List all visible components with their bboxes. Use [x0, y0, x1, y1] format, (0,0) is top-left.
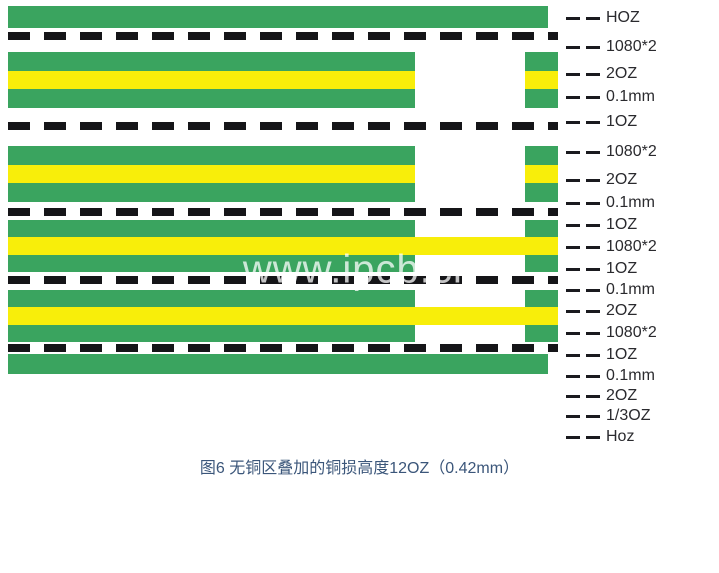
layer-label: 0.1mm — [566, 280, 719, 300]
copper-bottom — [8, 183, 558, 202]
layer-label-text: 1080*2 — [606, 238, 657, 256]
layer-label: 1OZ — [566, 108, 719, 136]
prepreg-layer — [8, 344, 558, 352]
layer-label-text: 2OZ — [606, 65, 637, 83]
stackup-diagram — [0, 0, 558, 448]
label-tick-icon — [566, 246, 600, 249]
layer-labels-column: HOZ 1080*2 2OZ 0.1mm 1OZ 1080*2 2OZ 0.1mm 1OZ 108… — [558, 0, 719, 448]
core-full-dielectric — [8, 290, 558, 342]
layer-label: HOZ — [566, 4, 719, 32]
layer-label-text: 1OZ — [606, 346, 637, 364]
layer-label-text: 2OZ — [606, 171, 637, 189]
layer-label: 1080*2 — [566, 32, 719, 62]
dielectric-core — [8, 165, 558, 184]
copper-top — [8, 52, 558, 71]
label-tick-icon — [566, 354, 600, 357]
prepreg-layer — [8, 208, 558, 216]
layer-label-text: 1080*2 — [606, 143, 657, 161]
copper-layer — [8, 354, 548, 374]
label-tick-icon — [566, 332, 600, 335]
label-tick-icon — [566, 121, 600, 124]
layer-label: 0.1mm — [566, 366, 719, 386]
layer-label: 2OZ — [566, 386, 719, 406]
layer-label-text: 2OZ — [606, 302, 637, 320]
label-tick-icon — [566, 375, 600, 378]
layer-label: Hoz — [566, 426, 719, 448]
layer-label-text: 0.1mm — [606, 88, 655, 106]
layer-label-text: 0.1mm — [606, 281, 655, 299]
label-tick-icon — [566, 395, 600, 398]
layer-label: 1080*2 — [566, 136, 719, 168]
copper-top — [8, 220, 558, 237]
label-tick-icon — [566, 46, 600, 49]
layer-label-text: 1OZ — [606, 113, 637, 131]
layer-label: 1OZ — [566, 214, 719, 236]
label-tick-icon — [566, 17, 600, 20]
layer-label-text: 1080*2 — [606, 38, 657, 56]
core-with-etched-copper — [8, 52, 558, 108]
layer-label: 0.1mm — [566, 192, 719, 214]
figure-caption: 图6 无铜区叠加的铜损高度12OZ（0.42mm） — [0, 454, 719, 478]
label-tick-icon — [566, 268, 600, 271]
label-tick-icon — [566, 310, 600, 313]
copper-top — [8, 146, 558, 165]
layer-label: 1080*2 — [566, 236, 719, 258]
label-tick-icon — [566, 73, 600, 76]
layer-label: 2OZ — [566, 168, 719, 192]
layer-label-text: 0.1mm — [606, 367, 655, 385]
prepreg-layer — [8, 32, 558, 40]
prepreg-layer — [8, 276, 558, 284]
prepreg-layer — [8, 122, 558, 130]
layer-label-text: 1OZ — [606, 260, 637, 278]
layer-label-text: 2OZ — [606, 387, 637, 405]
layer-label-text: 1/3OZ — [606, 407, 650, 425]
label-tick-icon — [566, 415, 600, 418]
dielectric-core — [8, 71, 558, 90]
layer-label: 1080*2 — [566, 322, 719, 344]
layer-label-text: HOZ — [606, 9, 640, 27]
label-tick-icon — [566, 179, 600, 182]
layer-label-text: 1080*2 — [606, 324, 657, 342]
label-tick-icon — [566, 202, 600, 205]
copper-top — [8, 290, 558, 307]
dielectric-core — [8, 307, 558, 324]
copper-bottom — [8, 89, 558, 108]
copper-layer — [8, 6, 548, 28]
layer-label: 1OZ — [566, 258, 719, 280]
label-tick-icon — [566, 289, 600, 292]
layer-label: 2OZ — [566, 62, 719, 86]
layer-label-text: 1OZ — [606, 216, 637, 234]
layer-label-text: Hoz — [606, 428, 634, 446]
label-tick-icon — [566, 151, 600, 154]
copper-bottom — [8, 325, 558, 342]
label-tick-icon — [566, 224, 600, 227]
core-full-dielectric — [8, 220, 558, 272]
layer-label: 0.1mm — [566, 86, 719, 108]
label-tick-icon — [566, 96, 600, 99]
dielectric-core — [8, 237, 558, 254]
copper-bottom — [8, 255, 558, 272]
core-with-etched-copper — [8, 146, 558, 202]
layer-label: 1OZ — [566, 344, 719, 366]
layer-label: 1/3OZ — [566, 406, 719, 426]
label-tick-icon — [566, 436, 600, 439]
layer-label: 2OZ — [566, 300, 719, 322]
layer-label-text: 0.1mm — [606, 194, 655, 212]
